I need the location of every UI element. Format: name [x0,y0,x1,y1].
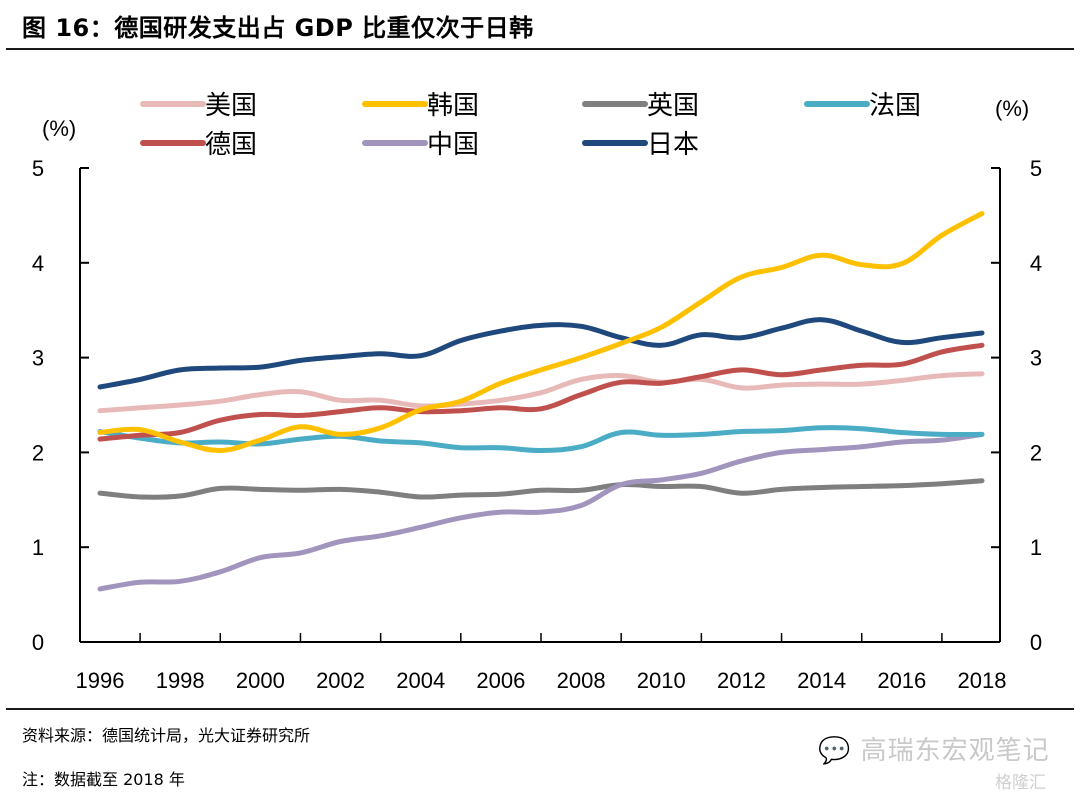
legend-label: 德国 [205,130,257,160]
y-tick-label-right: 4 [1030,251,1042,276]
y-axis-unit-right: (%) [995,96,1029,121]
x-tick-label: 1996 [76,668,125,693]
y-tick-label-right: 5 [1030,156,1042,181]
x-tick-label: 2006 [476,668,525,693]
title-divider [6,48,1074,50]
legend-label: 日本 [647,130,699,160]
y-tick-label-right: 1 [1030,535,1042,560]
watermark-text: 高瑞东宏观笔记 [860,736,1050,766]
legend-label: 韩国 [427,91,479,121]
wechat-icon: 💬 [818,736,852,766]
x-tick-label: 2008 [557,668,606,693]
y-tick-label-left: 2 [32,440,44,465]
series-line-1 [97,211,985,454]
footnote: 注：数据截至 2018 年 [22,770,185,789]
y-tick-label-right: 2 [1030,440,1042,465]
x-tick-label: 2012 [717,668,766,693]
series-line-5 [97,431,985,592]
x-tick-label: 2004 [396,668,445,693]
axes: 0 0 1 1 2 2 3 3 4 4 5 5 1996 1998 2000 2002 2004 2006 2008… [32,156,1042,693]
legend-label: 中国 [427,130,479,160]
x-tick-label: 2002 [316,668,365,693]
legend-item: 英国 [582,91,699,121]
x-tick-label: 2018 [958,668,1007,693]
legend-label: 英国 [647,91,699,121]
series-line-0 [97,371,985,414]
series-line-6 [97,317,985,390]
legend-label: 美国 [205,91,257,121]
x-tick-label: 2000 [236,668,285,693]
source-note: 资料来源：德国统计局，光大证券研究所 [22,726,311,745]
chart-title: 图 16：德国研发支出占 GDP 比重仅次于日韩 [22,14,534,42]
y-tick-label-left: 0 [32,630,44,655]
watermark: 💬 高瑞东宏观笔记 [818,730,1050,767]
series-line-2 [97,478,985,500]
y-tick-label-left: 5 [32,156,44,181]
x-tick-label: 2014 [797,668,846,693]
series-lines [97,211,985,592]
x-tick-label: 1998 [156,668,205,693]
y-tick-label-left: 1 [32,535,44,560]
footer-divider [6,708,1074,710]
legend-label: 法国 [869,91,921,121]
series-line-4 [97,342,985,442]
y-tick-label-left: 4 [32,251,44,276]
legend-item: 日本 [582,130,699,160]
y-tick-label-left: 3 [32,346,44,371]
watermark-secondary: 格隆汇 [995,773,1046,793]
legend-item: 韩国 [362,91,479,121]
y-tick-label-right: 0 [1030,630,1042,655]
x-tick-label: 2016 [877,668,926,693]
legend-item: 美国 [140,91,257,121]
legend-item: 德国 [140,130,257,160]
x-tick-label: 2010 [637,668,686,693]
legend-item: 中国 [362,130,479,160]
line-chart: 0 0 1 1 2 2 3 3 4 4 5 5 1996 1998 2000 2002 2004 2006 2008… [32,91,1042,693]
legend-item: 法国 [804,91,921,121]
y-tick-label-right: 3 [1030,346,1042,371]
y-axis-unit-left: (%) [42,116,76,141]
